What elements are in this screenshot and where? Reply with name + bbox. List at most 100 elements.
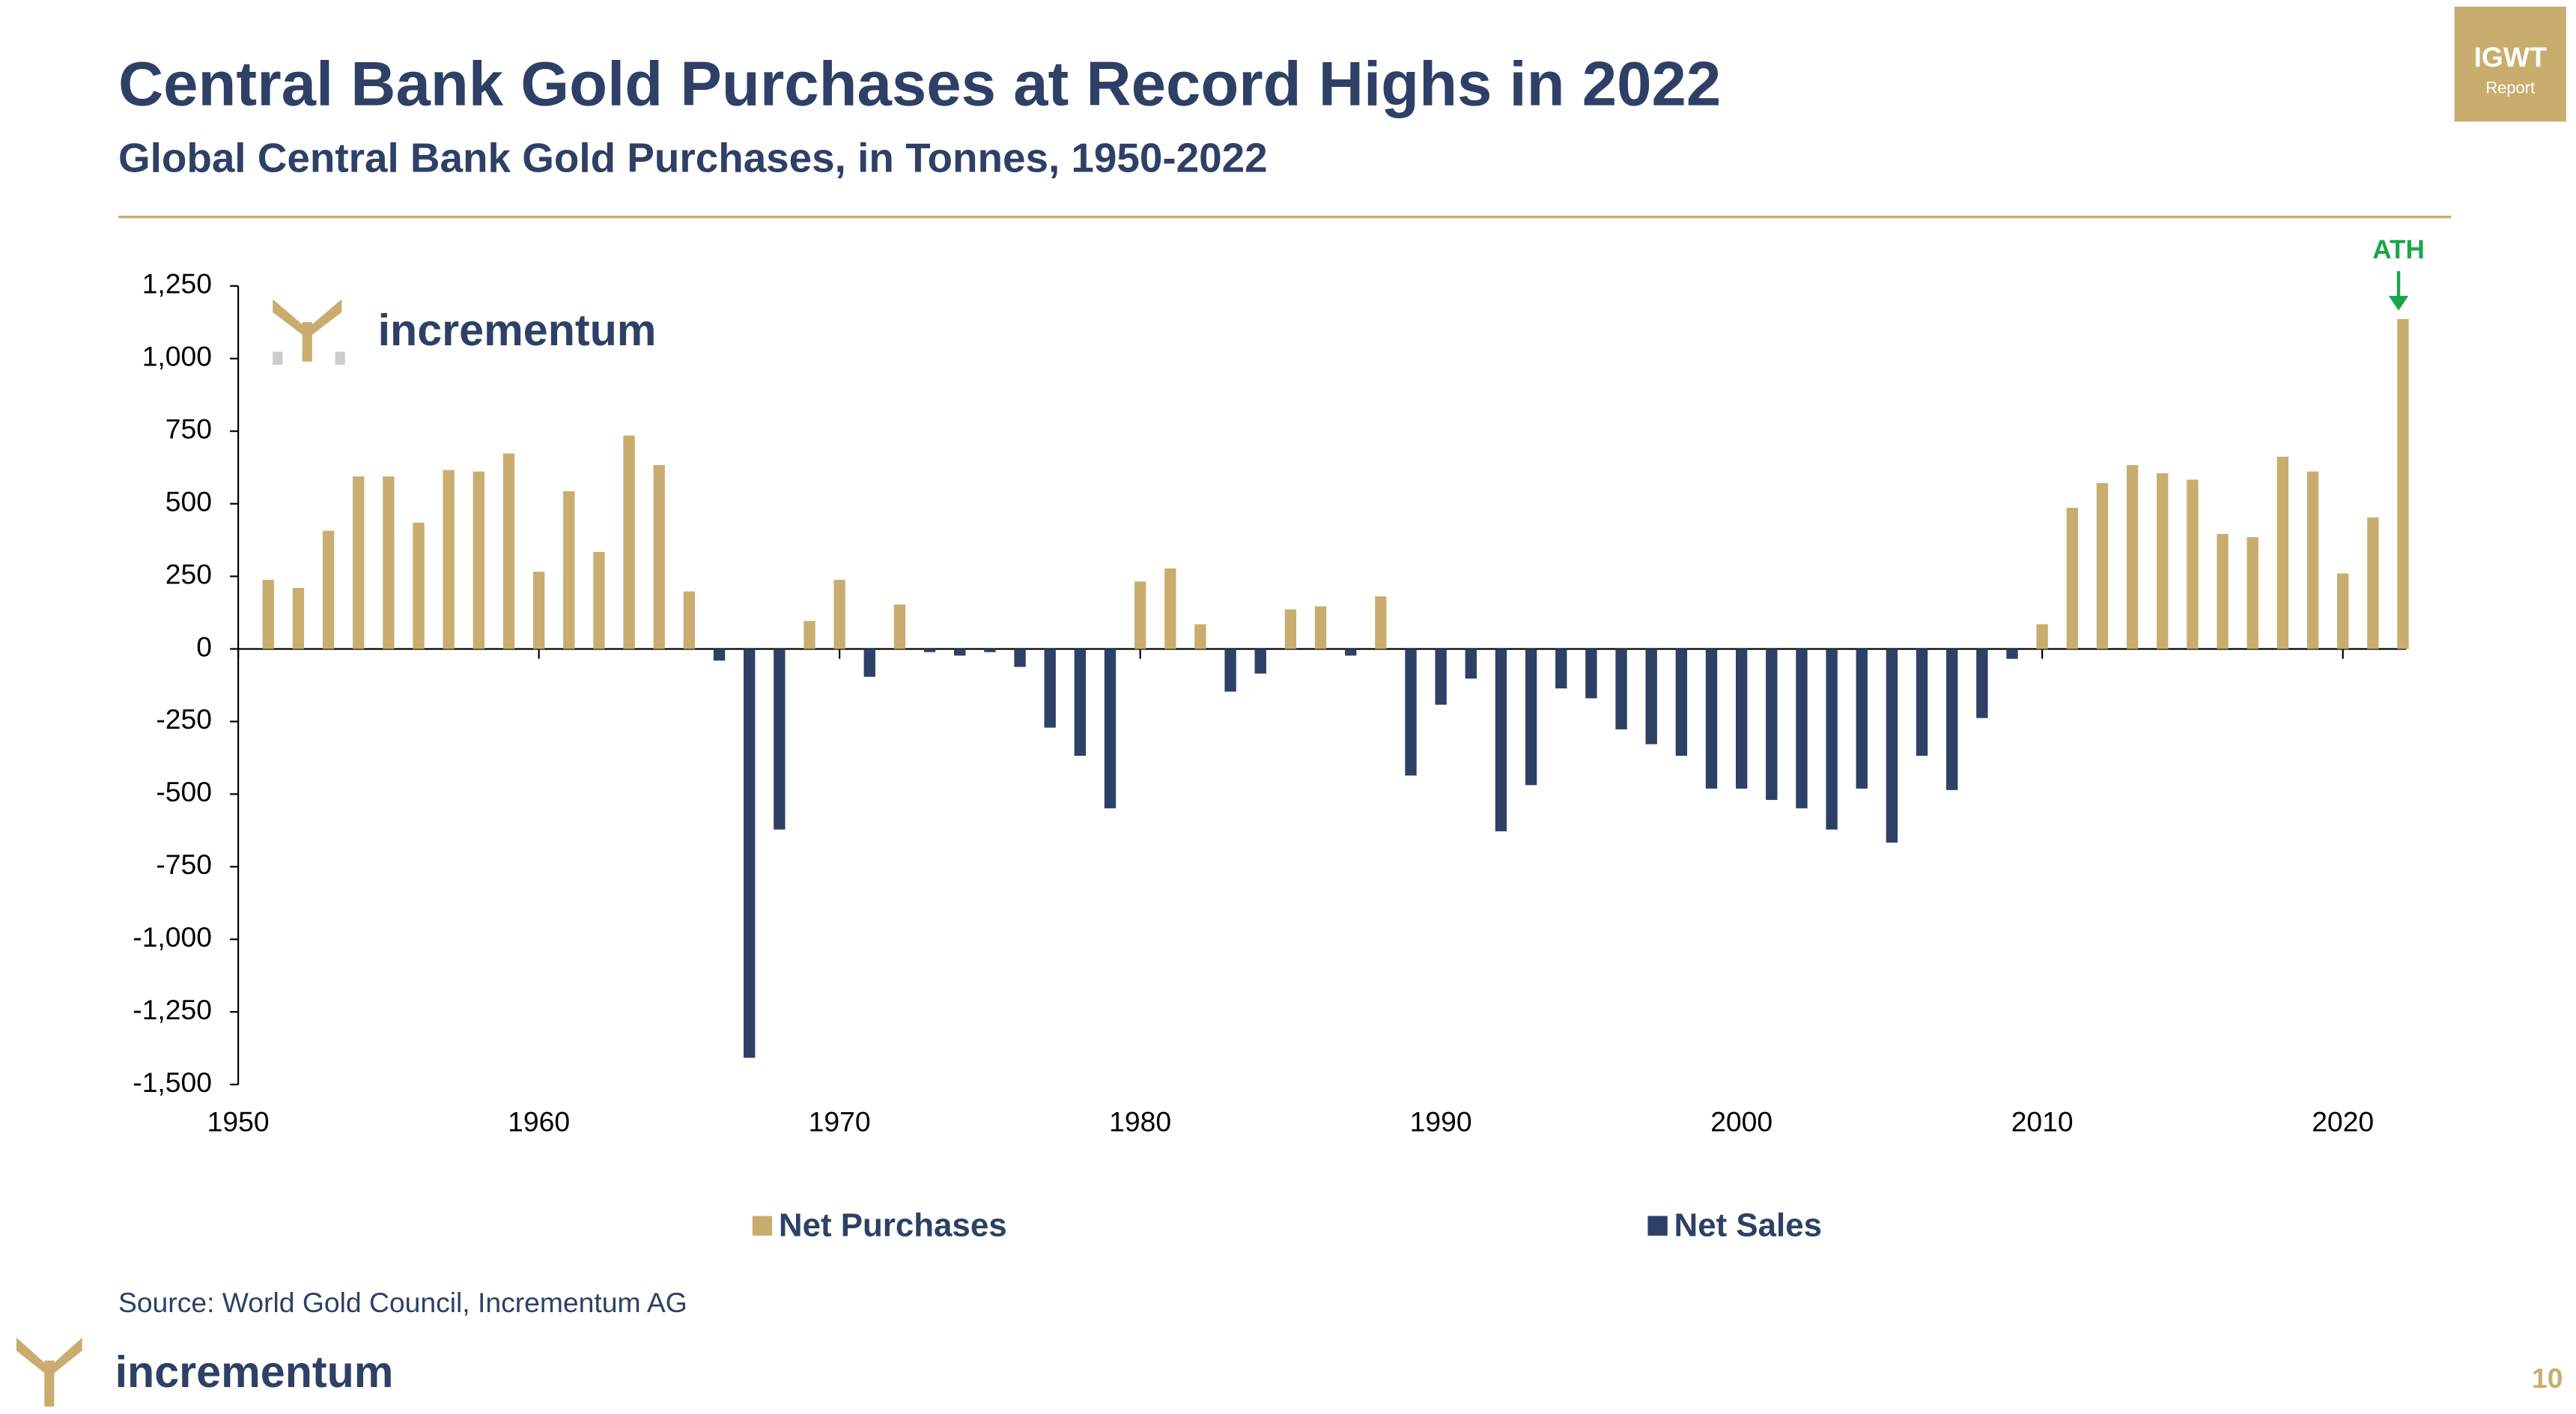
y-tick-label: 500	[165, 485, 212, 517]
bar	[833, 580, 845, 649]
legend-label: Net Purchases	[779, 1207, 1007, 1244]
bar	[1555, 649, 1567, 689]
footer-logo-text: incrementum	[115, 1347, 394, 1397]
bar	[443, 470, 455, 649]
page-number: 10	[2532, 1362, 2563, 1394]
bar	[623, 435, 635, 649]
bar	[322, 530, 335, 649]
bar	[2126, 465, 2139, 649]
bar	[1104, 649, 1117, 809]
x-tick-label: 2000	[1710, 1106, 1772, 1138]
bar	[1314, 606, 1327, 649]
y-tick-label: 0	[196, 631, 212, 662]
source: Source: World Gold Council, Incrementum …	[118, 1287, 687, 1318]
bar	[923, 649, 936, 652]
title: Central Bank Gold Purchases at Record Hi…	[118, 49, 1721, 119]
bar	[353, 476, 365, 649]
bar	[2157, 473, 2169, 649]
bar	[713, 649, 726, 661]
bar	[2217, 533, 2229, 649]
bar	[1134, 581, 1146, 649]
badge	[2454, 6, 2566, 122]
bar	[1615, 649, 1627, 729]
footer-logo-icon	[16, 1337, 82, 1407]
bar	[1254, 649, 1266, 674]
bar	[2276, 456, 2289, 649]
bar	[1375, 596, 1387, 649]
legend-swatch	[1647, 1216, 1668, 1236]
bar	[2397, 319, 2409, 649]
badge-title: IGWT	[2474, 41, 2548, 73]
bar	[984, 649, 996, 652]
bar	[1705, 649, 1718, 789]
x-tick-label: 1990	[1410, 1106, 1472, 1138]
bar	[1946, 649, 1958, 790]
y-tick-label: -250	[156, 703, 212, 735]
x-tick-label: 1960	[508, 1106, 570, 1138]
bar	[1675, 649, 1688, 756]
bar	[563, 491, 575, 649]
x-tick-label: 1970	[809, 1106, 871, 1138]
bar	[683, 591, 696, 649]
bar	[1735, 649, 1748, 789]
y-tick-label: 1,000	[142, 341, 212, 372]
legend-swatch	[752, 1216, 773, 1236]
bar	[2367, 517, 2379, 649]
logo-icon	[273, 299, 345, 365]
legend-label: Net Sales	[1674, 1207, 1822, 1244]
bar	[2337, 573, 2349, 649]
bar	[2096, 483, 2109, 649]
bar	[1856, 649, 1868, 789]
bar	[2066, 508, 2078, 649]
bar	[1405, 649, 1417, 776]
bar	[1194, 624, 1206, 649]
bar	[1164, 568, 1176, 649]
bar	[1495, 649, 1507, 831]
bar	[744, 649, 756, 1058]
bar	[954, 649, 966, 656]
bar	[2306, 471, 2319, 649]
y-tick-label: -750	[156, 849, 212, 880]
y-tick-label: 1,250	[142, 268, 212, 300]
bar	[1796, 649, 1808, 809]
bar	[863, 649, 875, 677]
bar	[532, 571, 545, 649]
bar	[413, 522, 425, 649]
bar	[1525, 649, 1537, 786]
x-tick-label: 2020	[2312, 1106, 2374, 1138]
bar	[1976, 649, 1988, 718]
bar	[1044, 649, 1056, 728]
bar	[1435, 649, 1447, 705]
bar	[473, 471, 484, 649]
bar	[653, 465, 665, 649]
annotation-arrowhead	[2388, 295, 2409, 311]
bar	[2247, 537, 2258, 649]
bar	[2036, 624, 2048, 649]
x-tick-label: 2010	[2011, 1106, 2074, 1138]
bar	[804, 621, 815, 649]
bar	[1916, 649, 1928, 756]
bar	[383, 476, 395, 649]
bar	[1826, 649, 1838, 830]
annotation: ATH	[2372, 235, 2425, 264]
bar	[1585, 649, 1597, 699]
badge-sub: Report	[2485, 78, 2535, 97]
bar	[1465, 649, 1477, 679]
bar	[893, 604, 906, 649]
y-tick-label: 750	[165, 413, 212, 445]
bar	[774, 649, 786, 830]
subtitle: Global Central Bank Gold Purchases, in T…	[118, 135, 1268, 181]
y-tick-label: -1,500	[133, 1066, 212, 1098]
bar	[262, 580, 274, 649]
bar	[1284, 609, 1297, 649]
bar	[2187, 479, 2199, 649]
bar	[1345, 649, 1357, 656]
y-tick-label: -1,250	[133, 994, 212, 1025]
bar	[502, 453, 515, 649]
bar	[1645, 649, 1657, 744]
logo-text: incrementum	[378, 305, 657, 355]
x-tick-label: 1980	[1109, 1106, 1171, 1138]
bar	[593, 551, 605, 649]
bar	[1074, 649, 1087, 756]
